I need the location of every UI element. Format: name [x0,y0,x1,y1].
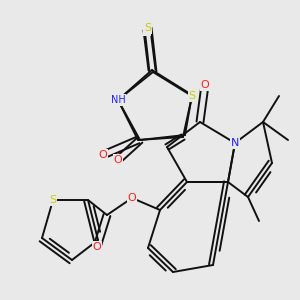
Text: N: N [231,138,239,148]
Text: S: S [188,90,196,100]
Text: S: S [188,91,196,101]
Text: O: O [201,80,209,90]
Text: S: S [144,23,152,33]
Text: NH: NH [111,95,125,105]
Text: O: O [93,242,101,252]
Text: S: S [143,25,151,35]
Text: O: O [128,193,136,203]
Text: O: O [114,155,122,165]
Text: S: S [50,195,57,205]
Text: NH: NH [111,95,125,105]
Text: O: O [99,150,107,160]
